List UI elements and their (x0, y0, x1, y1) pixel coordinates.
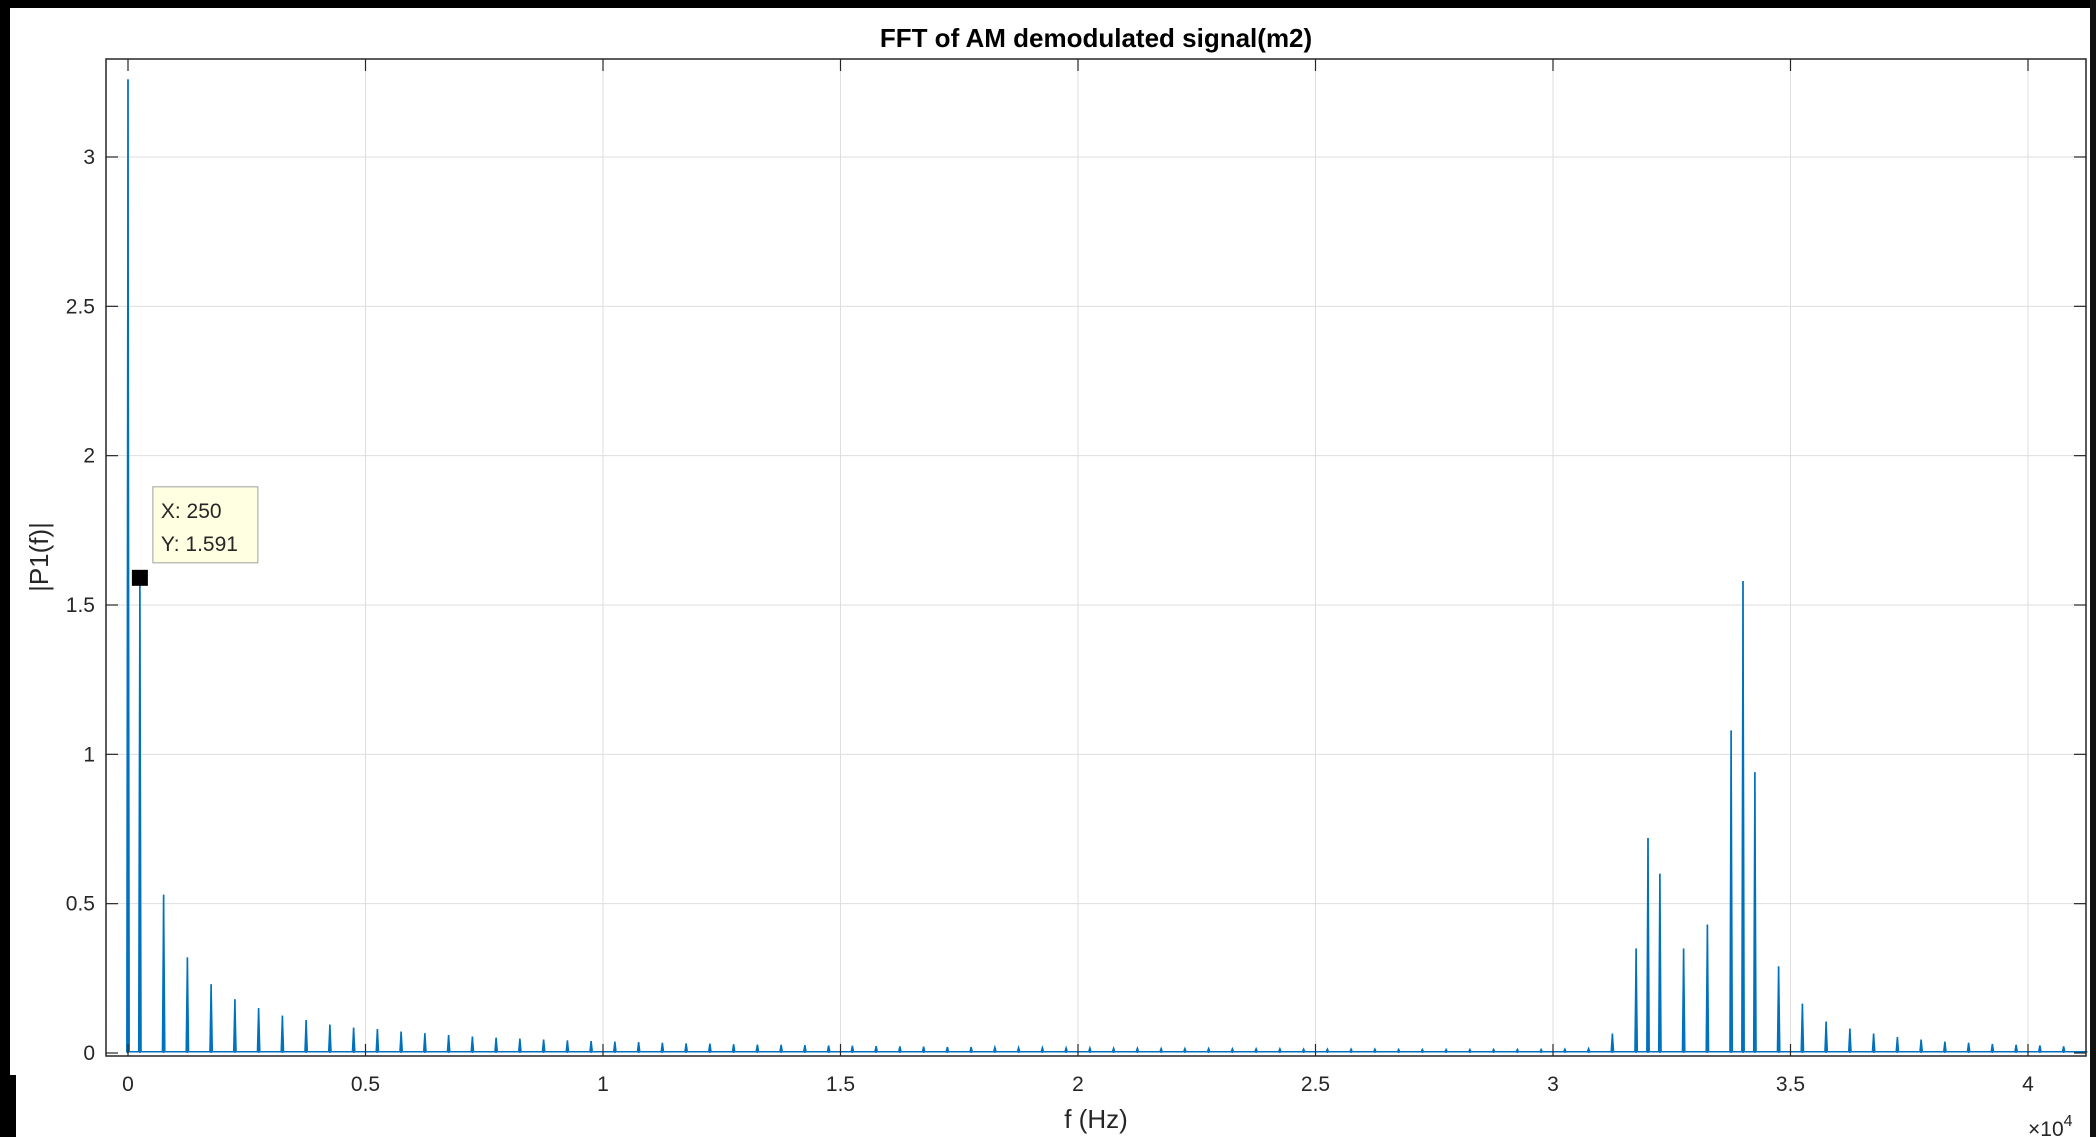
y-tick-label: 1.5 (66, 594, 95, 617)
y-axis-label: |P1(f)| (24, 522, 54, 592)
x-tick-label: 0.5 (351, 1073, 380, 1096)
y-tick-label: 3 (83, 146, 95, 169)
x-exponent-base: ×10 (2028, 1118, 2064, 1137)
datatip-box (152, 486, 259, 564)
x-tick-label: 1 (597, 1073, 609, 1096)
y-tick-label: 0 (83, 1042, 95, 1065)
fft-series (126, 79, 2088, 1054)
ticks (106, 59, 2086, 1056)
y-tick-label: 2.5 (66, 295, 95, 318)
axes-box (105, 58, 2087, 1057)
datatip-y-text: Y: 1.591 (161, 533, 238, 556)
x-tick-label: 3.5 (1776, 1073, 1805, 1096)
x-tick-labels: 0 0.5 1 1.5 2 2.5 3 3.5 4 (122, 1073, 2034, 1096)
y-tick-labels: 0 0.5 1 1.5 2 2.5 3 (66, 146, 95, 1065)
frame-border-right (2090, 0, 2096, 1137)
chart-title: FFT of AM demodulated signal(m2) (880, 23, 1312, 53)
y-tick-label: 1 (83, 743, 95, 766)
frame-corner-bottom-left (0, 1075, 16, 1137)
datatip[interactable]: X: 250 Y: 1.591 (131, 486, 259, 586)
x-tick-label: 0 (122, 1073, 134, 1096)
frame-border-left (0, 0, 10, 1137)
x-tick-label: 2.5 (1301, 1073, 1330, 1096)
spectrum-line (126, 79, 2088, 1054)
x-tick-label: 2 (1072, 1073, 1084, 1096)
x-tick-label: 1.5 (826, 1073, 855, 1096)
x-tick-label: 3 (1547, 1073, 1559, 1096)
frame-border-top (0, 0, 2096, 8)
plot-area[interactable] (106, 59, 2086, 1056)
y-tick-label: 0.5 (66, 893, 95, 916)
x-axis-label: f (Hz) (1064, 1104, 1128, 1134)
datatip-marker[interactable] (131, 569, 148, 586)
x-exponent-label: ×104 (2028, 1113, 2073, 1137)
x-tick-label: 4 (2022, 1073, 2034, 1096)
y-tick-label: 2 (83, 445, 95, 468)
datatip-x-text: X: 250 (161, 500, 222, 523)
x-exponent-power: 4 (2064, 1113, 2073, 1130)
grid (106, 59, 2086, 1056)
